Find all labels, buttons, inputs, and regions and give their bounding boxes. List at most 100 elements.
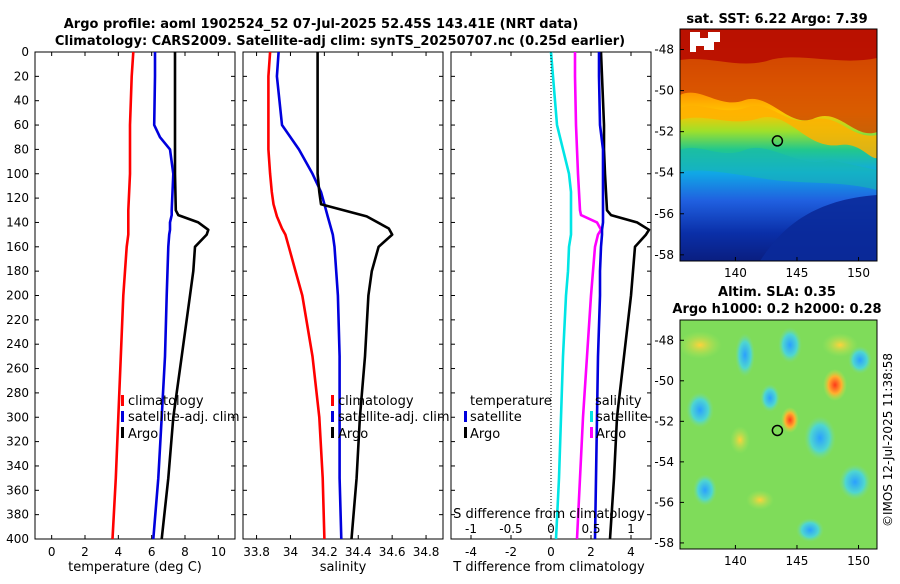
map-y-tick-label: -52 xyxy=(654,125,674,139)
legend-swatch-argo xyxy=(331,427,334,438)
x-tick-label: 2 xyxy=(81,545,89,559)
map-x-tick-label: 140 xyxy=(724,554,747,568)
sla-anomaly xyxy=(760,384,780,412)
series-line-s-satellite xyxy=(573,52,603,540)
depth-tick-label: 40 xyxy=(14,94,29,108)
x-tick-label: 4 xyxy=(115,545,123,559)
depth-tick-label: 180 xyxy=(6,264,29,278)
depth-tick-label: 320 xyxy=(6,435,29,449)
map-y-tick-label: -50 xyxy=(654,84,674,98)
map-y-tick-label: -48 xyxy=(654,333,674,347)
x-tick-label: 34.8 xyxy=(413,545,440,559)
sst-front xyxy=(680,105,877,159)
map-x-tick-label: 145 xyxy=(786,554,809,568)
depth-tick-label: 20 xyxy=(14,69,29,83)
legend-label-argo: Argo xyxy=(128,427,158,442)
sla-anomaly xyxy=(822,333,858,357)
x2-tick-label: -0.5 xyxy=(499,522,522,536)
legend-label-s-argo: Argo xyxy=(596,427,626,442)
sla-anomaly xyxy=(781,407,799,433)
sla-map-frame xyxy=(679,319,878,550)
x-tick-label: 34 xyxy=(283,545,298,559)
figure-title-line1: Argo profile: aoml 1902524_52 07-Jul-202… xyxy=(64,17,579,32)
series-line-argo xyxy=(160,52,210,540)
legend-swatch-argo xyxy=(121,427,124,438)
salinity-panel-frame xyxy=(242,51,444,540)
sla-anomaly xyxy=(680,331,722,359)
depth-tick-label: 80 xyxy=(14,142,29,156)
sla-map-title-line1: Altim. SLA: 0.35 xyxy=(718,285,836,300)
map-y-tick-label: -54 xyxy=(654,455,674,469)
series-line-argo xyxy=(316,52,394,540)
depth-tick-label: 60 xyxy=(14,118,29,132)
depth-tick-label: 240 xyxy=(6,337,29,351)
map-y-tick-label: -56 xyxy=(654,495,674,509)
sla-anomaly xyxy=(823,369,847,401)
sla-anomaly xyxy=(693,474,717,506)
x-tick-label: 34.6 xyxy=(379,545,406,559)
sla-anomaly xyxy=(778,327,802,363)
x-tick-label: 10 xyxy=(211,545,226,559)
series-line-climatology xyxy=(111,51,135,540)
temperature-panel-frame xyxy=(34,51,236,540)
series-line-s-argo-blue- xyxy=(593,52,605,540)
depth-tick-label: 100 xyxy=(6,167,29,181)
salinity-panel: 33.8 34 34.2 34.4 34.6 34.8 xyxy=(243,51,443,559)
map-y-tick-label: -50 xyxy=(654,374,674,388)
series-line-t-satellite xyxy=(549,51,573,540)
legend-label-climatology: climatology xyxy=(338,394,414,409)
depth-tick-labels: 0 20 40 60 80 100 120 140 160 180 200 220 240 260 280 3… xyxy=(6,45,29,546)
legend-swatch-t-satellite xyxy=(464,411,467,422)
sla-anomaly xyxy=(848,346,872,374)
sst-map-title: sat. SST: 6.22 Argo: 7.39 xyxy=(686,12,867,27)
imos-credit: ©IMOS 12-Jul-2025 11:38:58 xyxy=(881,353,895,527)
legend-label-satellite: satellite-adj. clim xyxy=(128,410,240,425)
x-tick-label: 34.2 xyxy=(311,545,338,559)
x-tick-label: 33.8 xyxy=(243,545,270,559)
depth-tick-label: 280 xyxy=(6,386,29,400)
legend-swatch-satellite xyxy=(121,411,124,422)
x-tick-label: 6 xyxy=(148,545,156,559)
map-y-tick-label: -52 xyxy=(654,414,674,428)
legend-label-s-satellite: satellite xyxy=(596,410,648,425)
legend-label-t-satellite: satellite xyxy=(470,410,522,425)
map-y-tick-label: -56 xyxy=(654,207,674,221)
sla-argo-marker xyxy=(771,424,784,437)
series-line-satellite-adj-clim xyxy=(275,51,343,540)
sst-argo-marker xyxy=(771,135,784,147)
map-y-tick-label: -58 xyxy=(654,536,674,550)
x2-tick-label: -1 xyxy=(465,522,477,536)
x-tick-label: 0 xyxy=(48,545,56,559)
x-tick-label: 2 xyxy=(587,545,595,559)
depth-tick-label: 0 xyxy=(21,45,29,59)
depth-tick-label: 400 xyxy=(6,532,29,546)
s-difference-xlabel: S difference from climatology xyxy=(453,507,645,522)
x-tick-label: 4 xyxy=(627,545,635,559)
legend-swatch-climatology xyxy=(331,395,334,406)
legend-label-satellite: satellite-adj. clim xyxy=(338,410,450,425)
depth-tick-label: 200 xyxy=(6,289,29,303)
sla-anomaly xyxy=(804,416,836,460)
sst-land-mask xyxy=(690,32,720,52)
x-tick-label: -4 xyxy=(465,545,477,559)
map-y-tick-label: -58 xyxy=(654,248,674,262)
sst-hot-region xyxy=(680,29,877,64)
x2-tick-label: 1 xyxy=(627,522,635,536)
map-y-tick-label: -54 xyxy=(654,166,674,180)
legend-label-t-argo: Argo xyxy=(470,427,500,442)
legend-swatch-satellite xyxy=(331,411,334,422)
depth-tick-label: 300 xyxy=(6,410,29,424)
series-line-satellite-adj-clim xyxy=(152,52,175,540)
x-tick-label: 8 xyxy=(181,545,189,559)
x2-tick-label: 0.5 xyxy=(581,522,600,536)
depth-tick-label: 340 xyxy=(6,459,29,473)
temperature-panel: 0 2 4 6 8 10 xyxy=(35,51,235,559)
sla-map-title-line2: Argo h1000: 0.2 h2000: 0.28 xyxy=(672,302,881,317)
temperature-legend: climatology satellite-adj. clim Argo xyxy=(121,394,240,442)
legend-swatch-s-satellite xyxy=(590,411,593,422)
difference-legend: temperature satellite Argo salinity sate… xyxy=(464,394,648,442)
legend-title-temperature: temperature xyxy=(470,394,552,409)
depth-tick-label: 260 xyxy=(6,362,29,376)
sst-cold-region xyxy=(760,195,877,261)
